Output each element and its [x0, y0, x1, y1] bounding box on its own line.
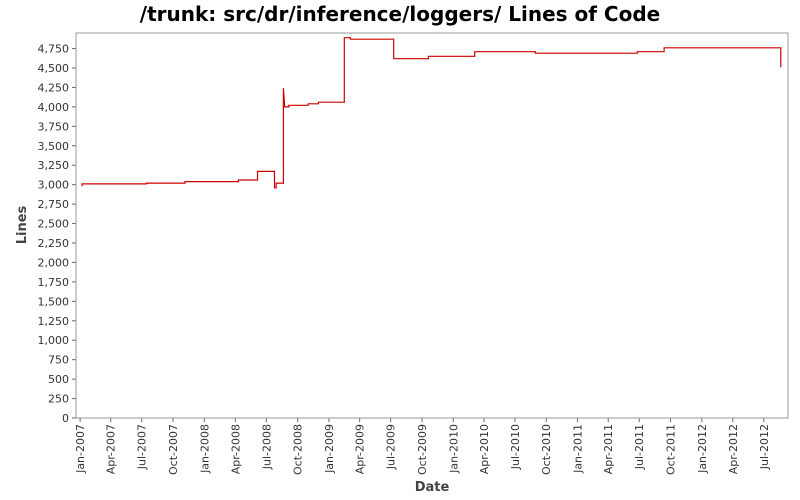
- y-tick-label: 1,500: [38, 295, 70, 308]
- y-tick-label: 2,750: [38, 198, 70, 211]
- y-tick-label: 3,500: [38, 140, 70, 153]
- y-axis-ticks: 0 250 500 750 1,000 1,250 1,500 1,750 2,000 2,250…: [38, 43, 76, 425]
- x-tick-label: Oct-2008: [292, 424, 305, 475]
- x-tick-label: Apr-2009: [354, 424, 367, 474]
- y-tick-label: 2,250: [38, 237, 70, 250]
- x-tick-label: Jul-2009: [385, 424, 398, 470]
- x-tick-label: Jul-2008: [260, 424, 273, 470]
- x-axis-ticks: Jan-2007 Apr-2007 Jul-2007 Oct-2007 Jan-2008…: [74, 418, 771, 475]
- y-tick-label: 250: [48, 393, 69, 406]
- y-tick-label: 4,250: [38, 81, 70, 94]
- y-tick-label: 1,750: [38, 276, 70, 289]
- y-tick-label: 4,500: [38, 62, 70, 75]
- x-tick-label: Oct-2009: [416, 424, 429, 475]
- x-tick-label: Apr-2007: [105, 424, 118, 474]
- x-tick-label: Jan-2007: [74, 424, 87, 474]
- y-tick-label: 500: [48, 373, 69, 386]
- y-tick-label: 4,000: [38, 101, 70, 114]
- y-tick-label: 3,750: [38, 120, 70, 133]
- x-tick-label: Oct-2010: [540, 424, 553, 475]
- series-layer: [81, 37, 782, 189]
- y-tick-label: 3,000: [38, 179, 70, 192]
- x-tick-label: Oct-2011: [665, 424, 678, 475]
- y-tick-label: 2,000: [38, 256, 70, 269]
- x-tick-label: Apr-2010: [478, 424, 491, 474]
- plot-frame: [75, 32, 789, 419]
- x-tick-label: Jan-2009: [323, 424, 336, 474]
- x-tick-label: Jul-2007: [136, 424, 149, 470]
- x-tick-label: Apr-2012: [727, 424, 740, 474]
- y-tick-label: 1,250: [38, 315, 70, 328]
- x-tick-label: Jan-2012: [696, 424, 709, 474]
- chart-title: /trunk: src/dr/inference/loggers/ Lines …: [139, 2, 661, 26]
- y-tick-label: 3,250: [38, 159, 70, 172]
- x-tick-label: Jul-2012: [758, 424, 771, 470]
- x-axis-label: Date: [415, 480, 450, 495]
- y-tick-label: 4,750: [38, 43, 70, 56]
- x-tick-label: Oct-2007: [167, 424, 180, 475]
- y-axis-label: Lines: [15, 205, 30, 244]
- x-tick-label: Jan-2011: [572, 424, 585, 474]
- x-tick-label: Apr-2011: [602, 424, 615, 474]
- y-tick-label: 2,500: [38, 218, 70, 231]
- x-tick-label: Apr-2008: [229, 424, 242, 474]
- x-tick-label: Jul-2011: [633, 424, 646, 470]
- series-line: [81, 37, 782, 189]
- plot-background: [76, 33, 788, 418]
- x-tick-label: Jul-2010: [509, 424, 522, 470]
- y-tick-label: 750: [48, 354, 69, 367]
- x-tick-label: Jan-2008: [198, 424, 211, 474]
- x-tick-label: Jan-2010: [447, 424, 460, 474]
- y-tick-label: 0: [62, 412, 69, 425]
- y-tick-label: 1,000: [38, 334, 70, 347]
